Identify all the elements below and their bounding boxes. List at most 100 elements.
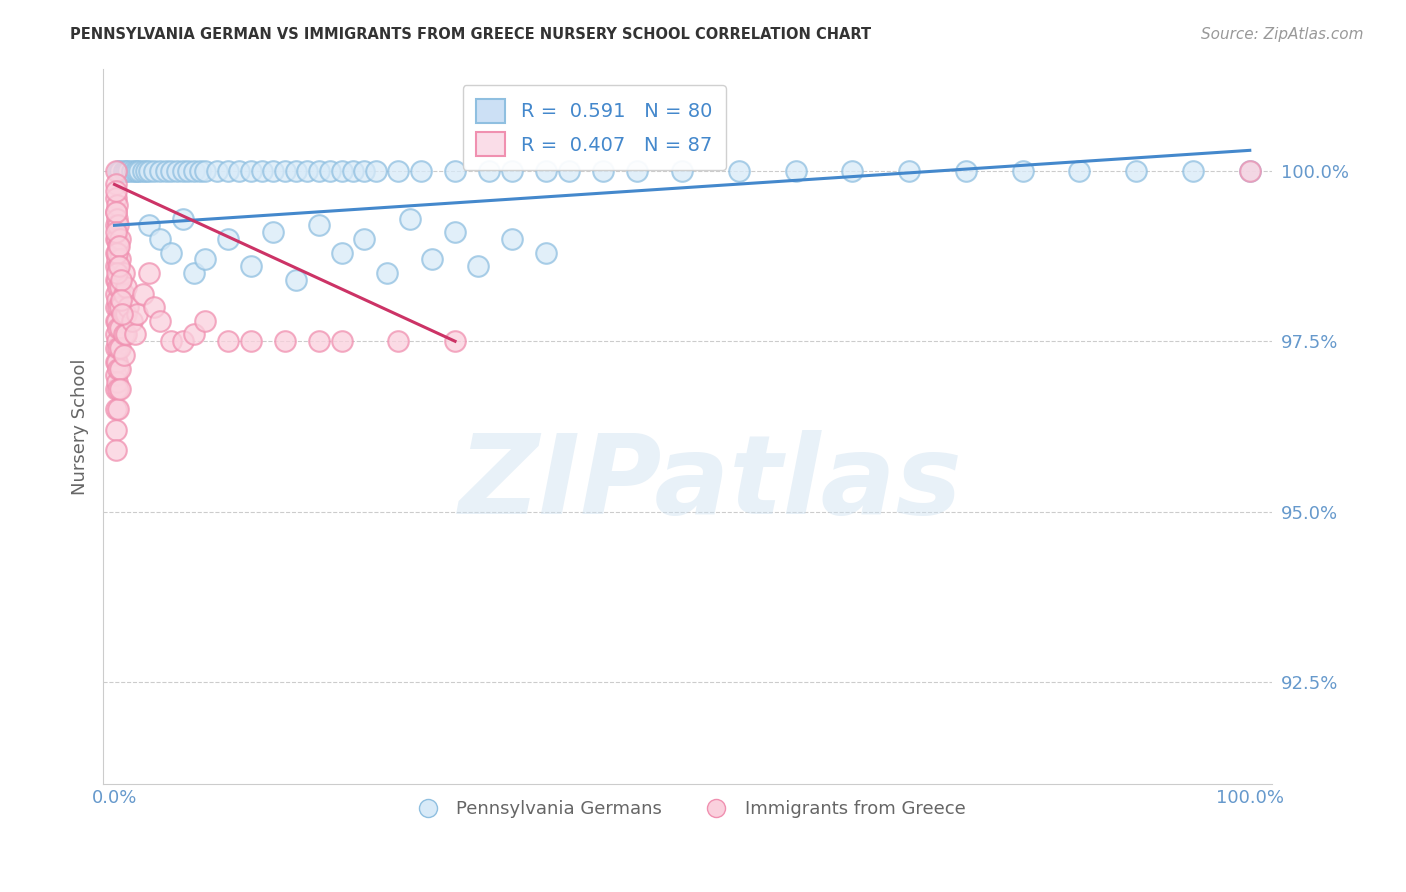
Point bbox=[104, 443, 127, 458]
Point bbox=[110, 273, 132, 287]
Point bbox=[194, 163, 217, 178]
Point bbox=[262, 225, 284, 239]
Point bbox=[955, 163, 977, 178]
Point bbox=[444, 163, 467, 178]
Point bbox=[105, 184, 128, 198]
Point bbox=[501, 232, 523, 246]
Point bbox=[104, 354, 127, 368]
Point bbox=[1011, 163, 1033, 178]
Point bbox=[138, 266, 160, 280]
Point bbox=[107, 402, 129, 417]
Point bbox=[105, 225, 128, 239]
Point bbox=[105, 245, 128, 260]
Point bbox=[111, 307, 134, 321]
Point bbox=[127, 307, 149, 321]
Point bbox=[128, 163, 150, 178]
Point bbox=[112, 327, 135, 342]
Point bbox=[112, 163, 135, 178]
Point bbox=[898, 163, 921, 178]
Point bbox=[124, 327, 146, 342]
Point bbox=[110, 293, 132, 308]
Point bbox=[353, 163, 375, 178]
Point bbox=[626, 163, 648, 178]
Point bbox=[308, 163, 330, 178]
Point bbox=[138, 163, 160, 178]
Point bbox=[143, 300, 166, 314]
Point bbox=[105, 354, 128, 368]
Point bbox=[114, 163, 136, 178]
Point bbox=[330, 163, 353, 178]
Point bbox=[108, 300, 131, 314]
Point bbox=[285, 273, 308, 287]
Point bbox=[105, 232, 128, 246]
Point bbox=[172, 211, 194, 226]
Point bbox=[194, 314, 217, 328]
Point bbox=[308, 219, 330, 233]
Point bbox=[143, 163, 166, 178]
Point bbox=[117, 300, 139, 314]
Point bbox=[239, 334, 262, 349]
Point bbox=[534, 245, 557, 260]
Point bbox=[177, 163, 200, 178]
Point bbox=[1239, 163, 1261, 178]
Point bbox=[1239, 163, 1261, 178]
Point bbox=[107, 300, 129, 314]
Point bbox=[107, 163, 129, 178]
Point bbox=[104, 178, 127, 192]
Point bbox=[107, 239, 129, 253]
Point bbox=[194, 252, 217, 267]
Point bbox=[285, 163, 308, 178]
Point bbox=[124, 163, 146, 178]
Point bbox=[105, 204, 128, 219]
Point bbox=[108, 239, 131, 253]
Point bbox=[104, 314, 127, 328]
Point bbox=[398, 211, 420, 226]
Point bbox=[671, 163, 693, 178]
Point bbox=[592, 163, 614, 178]
Point bbox=[172, 163, 194, 178]
Point bbox=[308, 334, 330, 349]
Point bbox=[107, 320, 129, 334]
Point bbox=[108, 232, 131, 246]
Point bbox=[105, 314, 128, 328]
Point bbox=[1069, 163, 1091, 178]
Point bbox=[107, 361, 129, 376]
Point bbox=[105, 334, 128, 349]
Point bbox=[104, 423, 127, 437]
Point bbox=[274, 334, 297, 349]
Point bbox=[250, 163, 273, 178]
Point bbox=[478, 163, 501, 178]
Text: PENNSYLVANIA GERMAN VS IMMIGRANTS FROM GREECE NURSERY SCHOOL CORRELATION CHART: PENNSYLVANIA GERMAN VS IMMIGRANTS FROM G… bbox=[70, 27, 872, 42]
Point bbox=[387, 163, 409, 178]
Point bbox=[342, 163, 364, 178]
Point bbox=[364, 163, 387, 178]
Point bbox=[104, 382, 127, 396]
Point bbox=[138, 219, 160, 233]
Point bbox=[297, 163, 319, 178]
Point bbox=[155, 163, 177, 178]
Point bbox=[183, 327, 205, 342]
Point bbox=[166, 163, 188, 178]
Point bbox=[107, 341, 129, 355]
Point bbox=[409, 163, 432, 178]
Point bbox=[149, 163, 172, 178]
Point bbox=[785, 163, 807, 178]
Point bbox=[841, 163, 863, 178]
Point bbox=[1125, 163, 1147, 178]
Point bbox=[105, 375, 128, 389]
Point bbox=[353, 232, 375, 246]
Point bbox=[104, 341, 127, 355]
Point bbox=[375, 266, 398, 280]
Point bbox=[104, 245, 127, 260]
Point bbox=[183, 266, 205, 280]
Point bbox=[132, 163, 155, 178]
Point bbox=[121, 314, 143, 328]
Point bbox=[104, 163, 127, 178]
Point bbox=[160, 245, 183, 260]
Point bbox=[160, 334, 183, 349]
Point bbox=[330, 245, 353, 260]
Point bbox=[112, 266, 135, 280]
Point bbox=[121, 163, 143, 178]
Point bbox=[387, 334, 409, 349]
Point bbox=[112, 348, 135, 362]
